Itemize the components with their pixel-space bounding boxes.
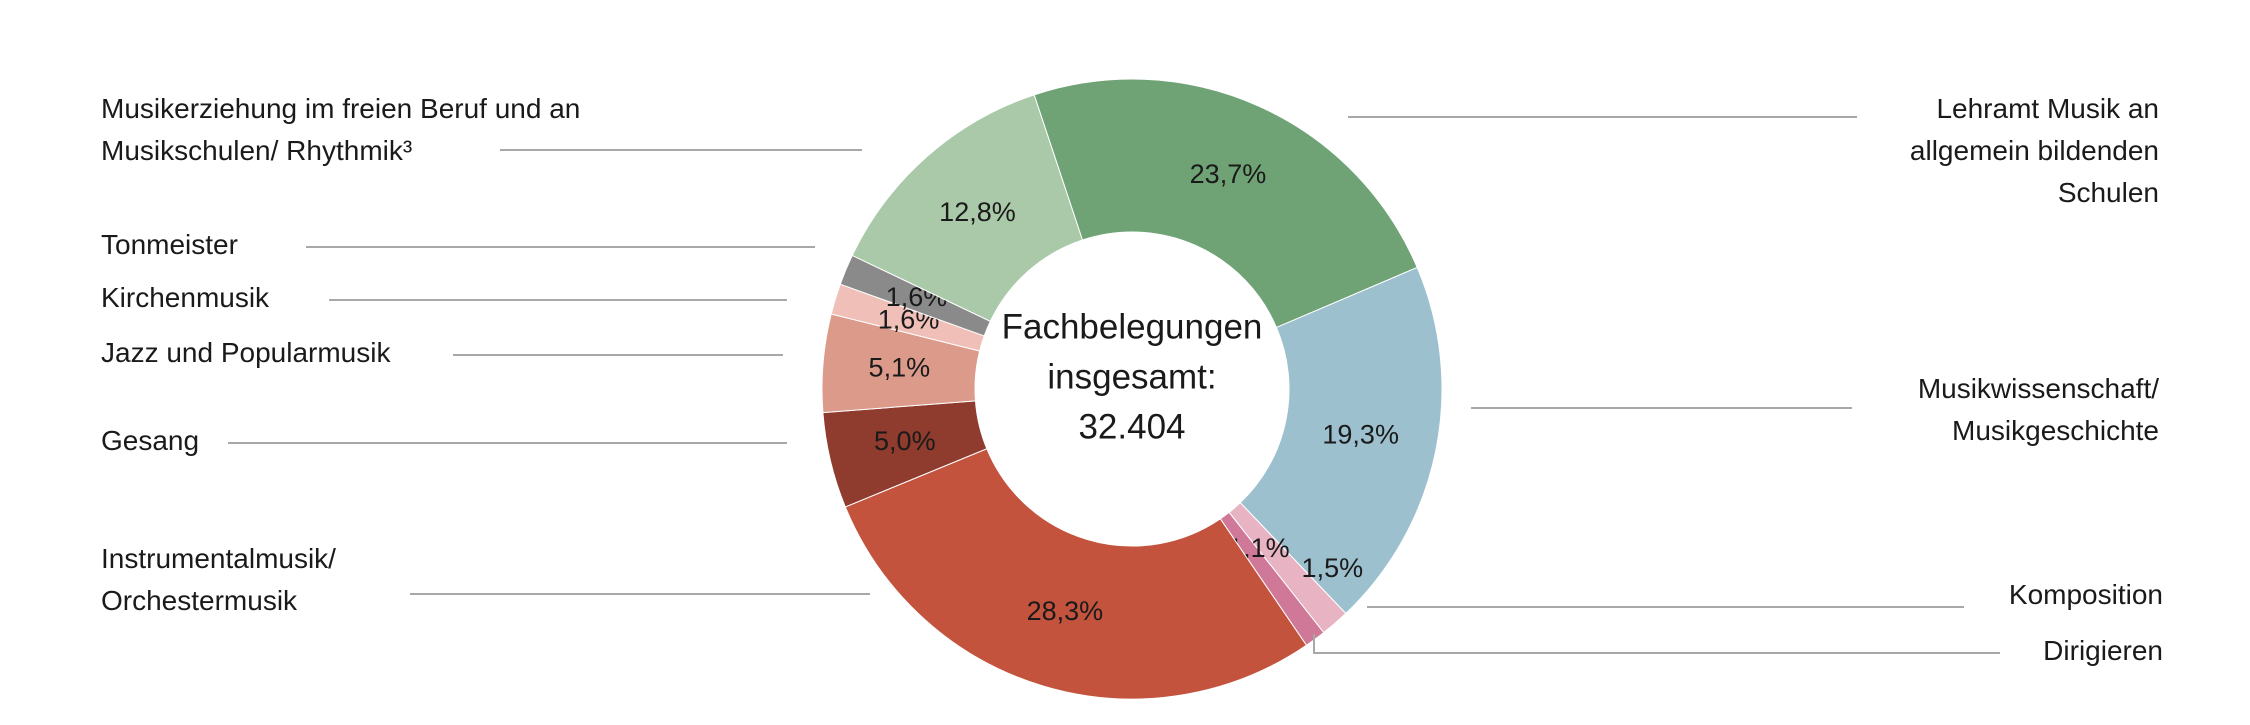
value-label: 28,3% [1027,596,1104,626]
donut-slice [1033,78,1418,329]
category-label: Jazz und Popularmusik [101,337,391,368]
value-label: 23,7% [1190,159,1267,189]
donut-slice [844,448,1308,700]
leader-line [1313,634,2000,654]
donut-slice [851,94,1084,323]
category-label: Dirigieren [2043,635,2163,666]
value-label: 1,5% [1302,553,1364,583]
category-label: Gesang [101,425,199,456]
value-label: 5,1% [869,353,931,383]
value-label: 19,3% [1322,419,1399,449]
center-text: insgesamt: [1047,357,1216,396]
center-text: 32.404 [1078,407,1185,446]
donut-slice [1239,266,1443,615]
category-label: Kirchenmusik [101,282,270,313]
value-label: 12,8% [939,197,1016,227]
category-label: Komposition [2009,579,2163,610]
category-label: Musikwissenschaft/Musikgeschichte [1918,373,2159,446]
center-text: Fachbelegungen [1002,307,1263,346]
category-label: Lehramt Musik an allgemein bildenden Schul… [1910,93,2159,208]
category-label: Instrumentalmusik/Orchestermusik [101,543,336,616]
category-label: Tonmeister [101,229,238,260]
category-label: Musikerziehung im freien Beruf und an Mus… [101,93,580,166]
value-label: 5,0% [874,426,936,456]
